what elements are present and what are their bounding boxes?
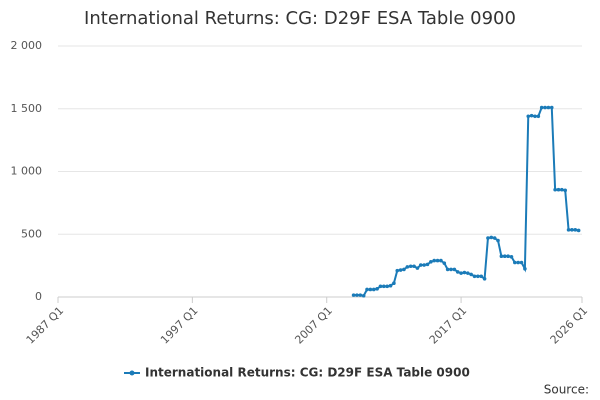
x-tick-label: 2007 Q1	[292, 304, 335, 347]
point	[472, 274, 477, 279]
point	[388, 283, 393, 288]
point	[442, 261, 447, 265]
y-tick-label: 1 500	[11, 102, 43, 115]
point	[519, 260, 524, 265]
x-tick-label: 2026 Q1	[548, 304, 591, 347]
line	[353, 106, 579, 297]
point	[509, 255, 514, 259]
point	[523, 266, 527, 271]
point	[425, 262, 430, 267]
point	[422, 263, 426, 267]
point	[429, 260, 433, 264]
point	[499, 254, 504, 259]
point	[398, 268, 403, 272]
point	[358, 293, 363, 297]
point	[465, 271, 470, 275]
point	[563, 188, 568, 193]
point	[573, 228, 578, 232]
point	[570, 228, 574, 232]
point	[553, 187, 557, 192]
point	[516, 260, 520, 265]
point	[432, 258, 437, 263]
point	[556, 187, 561, 192]
point	[452, 267, 457, 272]
point	[375, 287, 379, 291]
point	[385, 284, 389, 289]
point	[371, 287, 376, 292]
point	[368, 287, 373, 292]
point	[402, 267, 406, 272]
point	[482, 277, 487, 281]
point	[479, 274, 484, 279]
point	[539, 105, 544, 110]
point	[449, 267, 453, 272]
legend-label: International Returns: CG: D29F ESA Tabl…	[145, 366, 470, 380]
y-tick-label: 2 000	[11, 39, 43, 52]
point	[365, 287, 369, 292]
point	[536, 114, 541, 119]
point	[445, 267, 450, 272]
point	[533, 114, 537, 119]
point	[560, 187, 564, 192]
point	[351, 293, 356, 297]
point	[395, 268, 400, 273]
chart-title: International Returns: CG: D29F ESA Tabl…	[84, 8, 516, 29]
y-tick-label: 500	[21, 227, 42, 240]
point	[496, 238, 500, 243]
point	[502, 254, 507, 259]
point	[455, 270, 460, 274]
x-tick-label: 2017 Q1	[427, 304, 470, 347]
y-tick-label: 0	[35, 290, 42, 303]
point	[361, 293, 366, 298]
point	[513, 260, 517, 265]
x-tick-label: 1987 Q1	[24, 304, 67, 347]
point	[469, 272, 473, 277]
point	[526, 114, 531, 119]
point	[489, 235, 494, 240]
point	[543, 105, 547, 110]
point	[382, 284, 386, 289]
point	[462, 270, 467, 275]
point	[418, 263, 423, 267]
point	[459, 271, 463, 275]
point	[355, 293, 359, 297]
point	[506, 254, 510, 259]
source: Source:	[544, 383, 589, 397]
y-tick-label: 1 000	[11, 165, 43, 178]
point	[486, 236, 490, 240]
point	[439, 258, 443, 263]
point	[405, 265, 410, 269]
point	[392, 281, 396, 285]
point	[566, 228, 571, 232]
point	[408, 264, 413, 269]
point	[576, 228, 581, 233]
point	[412, 264, 416, 269]
point	[435, 258, 440, 263]
point	[492, 236, 497, 240]
x-tick-label: 1997 Q1	[158, 304, 201, 347]
point	[549, 105, 554, 110]
point	[546, 105, 551, 110]
legend-marker	[129, 370, 135, 376]
point	[378, 284, 383, 289]
point	[415, 266, 420, 270]
point	[476, 274, 480, 279]
point	[529, 113, 534, 118]
